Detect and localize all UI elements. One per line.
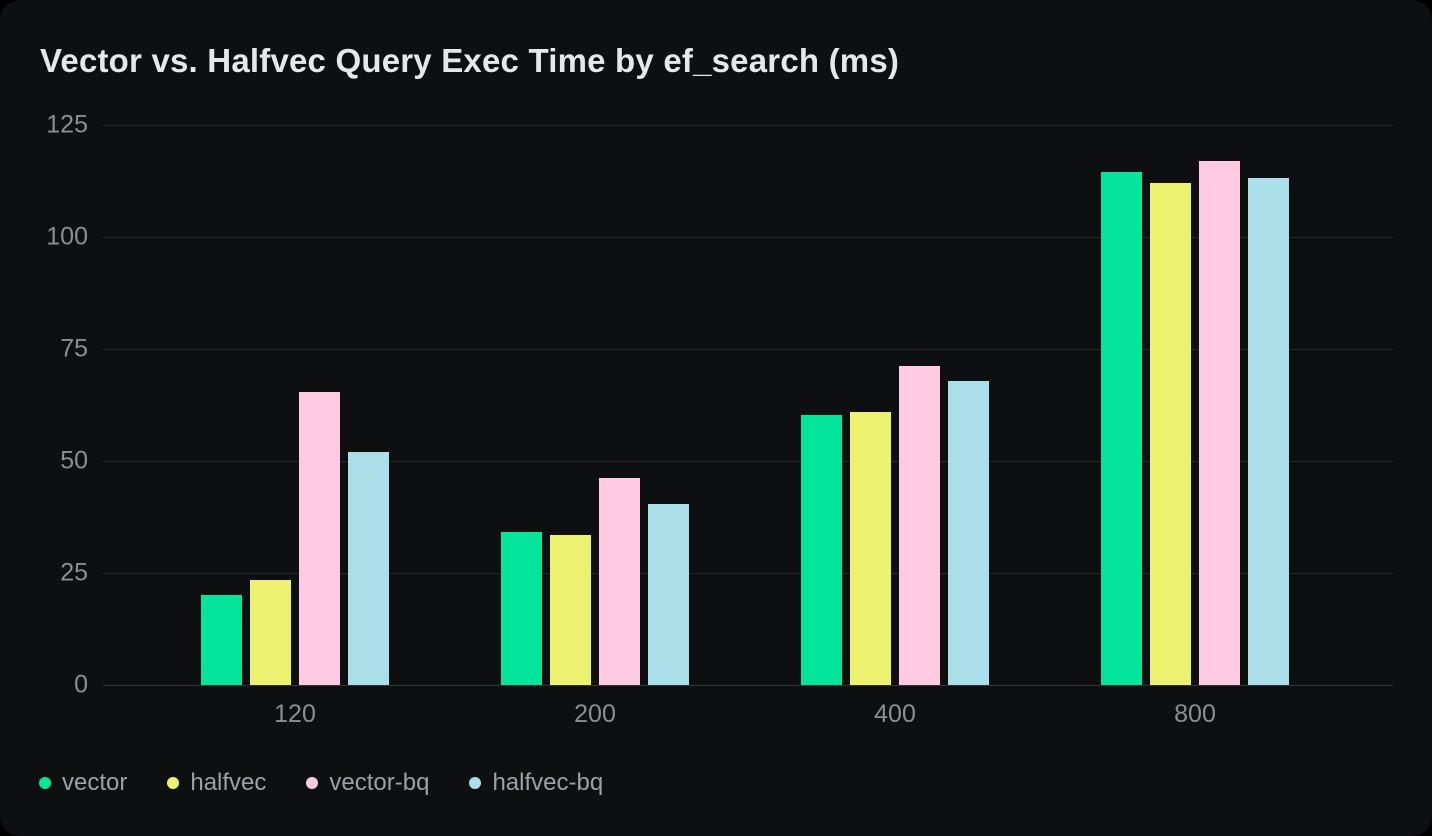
y-axis-tick-75: 75 <box>60 334 88 363</box>
legend-dot-icon-halfvec-bq <box>469 777 482 789</box>
bar-vector-200[interactable] <box>501 531 542 685</box>
legend-dot-icon-vector-bq <box>306 777 319 789</box>
bar-vector-bq-200[interactable] <box>599 477 640 685</box>
bar-vector-400[interactable] <box>801 415 842 685</box>
bar-vector-bq-400[interactable] <box>899 365 940 685</box>
bar-halfvec-bq-200[interactable] <box>648 504 689 685</box>
gridline-y-75 <box>103 349 1393 350</box>
legend-label-halfvec: halfvec <box>190 769 267 796</box>
bar-halfvec-bq-800[interactable] <box>1248 177 1289 685</box>
bar-halfvec-200[interactable] <box>550 535 591 685</box>
legend-item-vector[interactable]: vector <box>39 769 127 797</box>
legend-dot-icon-halfvec <box>167 777 180 789</box>
gridline-y-25 <box>103 573 1393 574</box>
x-axis-tick-120: 120 <box>274 700 316 728</box>
gridline-y-0 <box>103 685 1393 686</box>
legend-item-vector-bq[interactable]: vector-bq <box>306 769 429 797</box>
bar-vector-bq-120[interactable] <box>299 391 340 685</box>
bar-vector-bq-800[interactable] <box>1199 161 1240 685</box>
bar-halfvec-bq-400[interactable] <box>948 381 989 685</box>
bar-halfvec-400[interactable] <box>850 411 891 685</box>
gridline-y-50 <box>103 461 1393 462</box>
bar-vector-800[interactable] <box>1101 171 1142 685</box>
bar-vector-120[interactable] <box>201 594 242 685</box>
y-axis-tick-0: 0 <box>74 670 88 699</box>
legend-label-halfvec-bq: halfvec-bq <box>492 769 604 796</box>
bar-halfvec-bq-120[interactable] <box>348 452 389 685</box>
legend-label-vector-bq: vector-bq <box>329 769 430 796</box>
legend-item-halfvec-bq[interactable]: halfvec-bq <box>469 769 603 797</box>
chart-title: Vector vs. Halfvec Query Exec Time by ef… <box>40 42 900 79</box>
legend-dot-icon-vector <box>39 777 51 789</box>
gridline-y-125 <box>103 125 1393 126</box>
x-axis-tick-400: 400 <box>874 700 916 728</box>
gridline-y-100 <box>103 237 1393 238</box>
legend-item-halfvec[interactable]: halfvec <box>167 769 266 797</box>
y-axis-tick-125: 125 <box>46 110 88 139</box>
bar-chart-plot-area <box>103 125 1393 686</box>
y-axis-tick-25: 25 <box>60 558 88 587</box>
bar-halfvec-800[interactable] <box>1150 183 1191 685</box>
bar-halfvec-120[interactable] <box>250 579 291 685</box>
x-axis-tick-200: 200 <box>574 700 616 728</box>
x-axis-tick-800: 800 <box>1174 700 1216 728</box>
chart-legend: vector halfvec vector-bq halfvec-bq <box>39 769 603 797</box>
y-axis-tick-50: 50 <box>60 446 88 475</box>
legend-label-vector: vector <box>62 769 128 796</box>
y-axis-tick-100: 100 <box>46 222 88 251</box>
